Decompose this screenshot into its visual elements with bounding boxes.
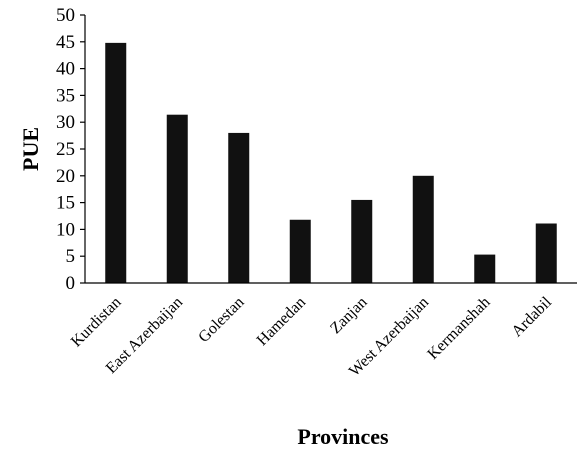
x-tick-label: Zanjan [327, 294, 370, 337]
x-tick-label: Kurdistan [68, 294, 125, 351]
y-tick-label: 5 [66, 246, 76, 267]
bar [474, 254, 496, 283]
y-tick-label: 50 [56, 5, 75, 26]
bar [412, 175, 434, 283]
bar [166, 114, 188, 283]
bar [289, 219, 311, 283]
bar [228, 132, 250, 283]
y-tick-label: 25 [56, 139, 75, 160]
y-axis-title: PUE [18, 127, 43, 171]
x-tick-label: Kermanshah [424, 294, 493, 363]
bar [535, 223, 557, 283]
y-tick-label: 40 [56, 59, 75, 80]
x-tick-label: Hamedan [254, 294, 309, 349]
y-tick-label: 10 [56, 219, 75, 240]
y-tick-label: 15 [56, 193, 75, 214]
bar [351, 199, 373, 283]
x-tick-label: Golestan [195, 294, 247, 346]
y-tick-label: 30 [56, 112, 75, 133]
bars [105, 42, 557, 283]
y-tick-label: 20 [56, 166, 75, 187]
bar [105, 42, 127, 283]
y-tick-label: 35 [56, 85, 75, 106]
x-axis-title: Provinces [297, 424, 389, 449]
y-tick-label: 0 [66, 273, 76, 294]
y-tick-label: 45 [56, 32, 75, 53]
x-tick-label: Ardabil [508, 293, 555, 340]
y-axis-ticks: 0 5 10 15 20 25 30 35 40 45 50 [56, 5, 85, 294]
